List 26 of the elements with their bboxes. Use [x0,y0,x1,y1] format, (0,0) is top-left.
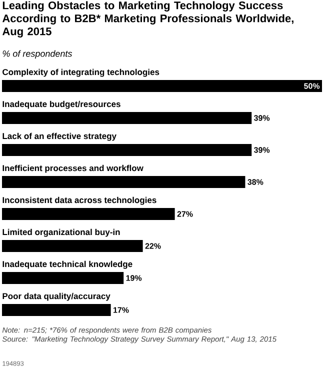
data-label: 38% [248,179,264,185]
data-label: 27% [177,211,193,217]
y-tick-label: Poor data quality/accuracy [2,292,110,301]
y-tick-label: Inconsistent data across technologies [2,196,156,205]
y-tick-label: Inadequate technical knowledge [2,260,132,269]
bar [2,272,124,284]
data-label: 19% [126,275,142,281]
bar [2,208,175,220]
y-tick-label: Inadequate budget/resources [2,100,120,109]
data-label: 50% [304,83,320,89]
chart-title: Leading Obstacles to Marketing Technology Success According to B2B* Marketing Professionals Worldwide, Aug 2015 [2,1,294,38]
y-tick-label: Limited organizational buy-in [2,228,120,237]
data-label: 22% [145,243,161,249]
data-label: 39% [254,115,270,121]
y-tick-label: Complexity of integrating technologies [2,68,160,77]
bar [2,176,246,188]
data-label: 39% [254,147,270,153]
bar [2,80,322,92]
bar [2,304,111,316]
chart-subtitle: % of respondents [2,50,72,59]
data-label: 17% [114,307,129,313]
y-tick-label: Inefficient processes and workflow [2,164,144,173]
bar [2,112,252,124]
bar [2,240,143,252]
bar [2,144,252,156]
y-tick-label: Lack of an effective strategy [2,132,116,141]
